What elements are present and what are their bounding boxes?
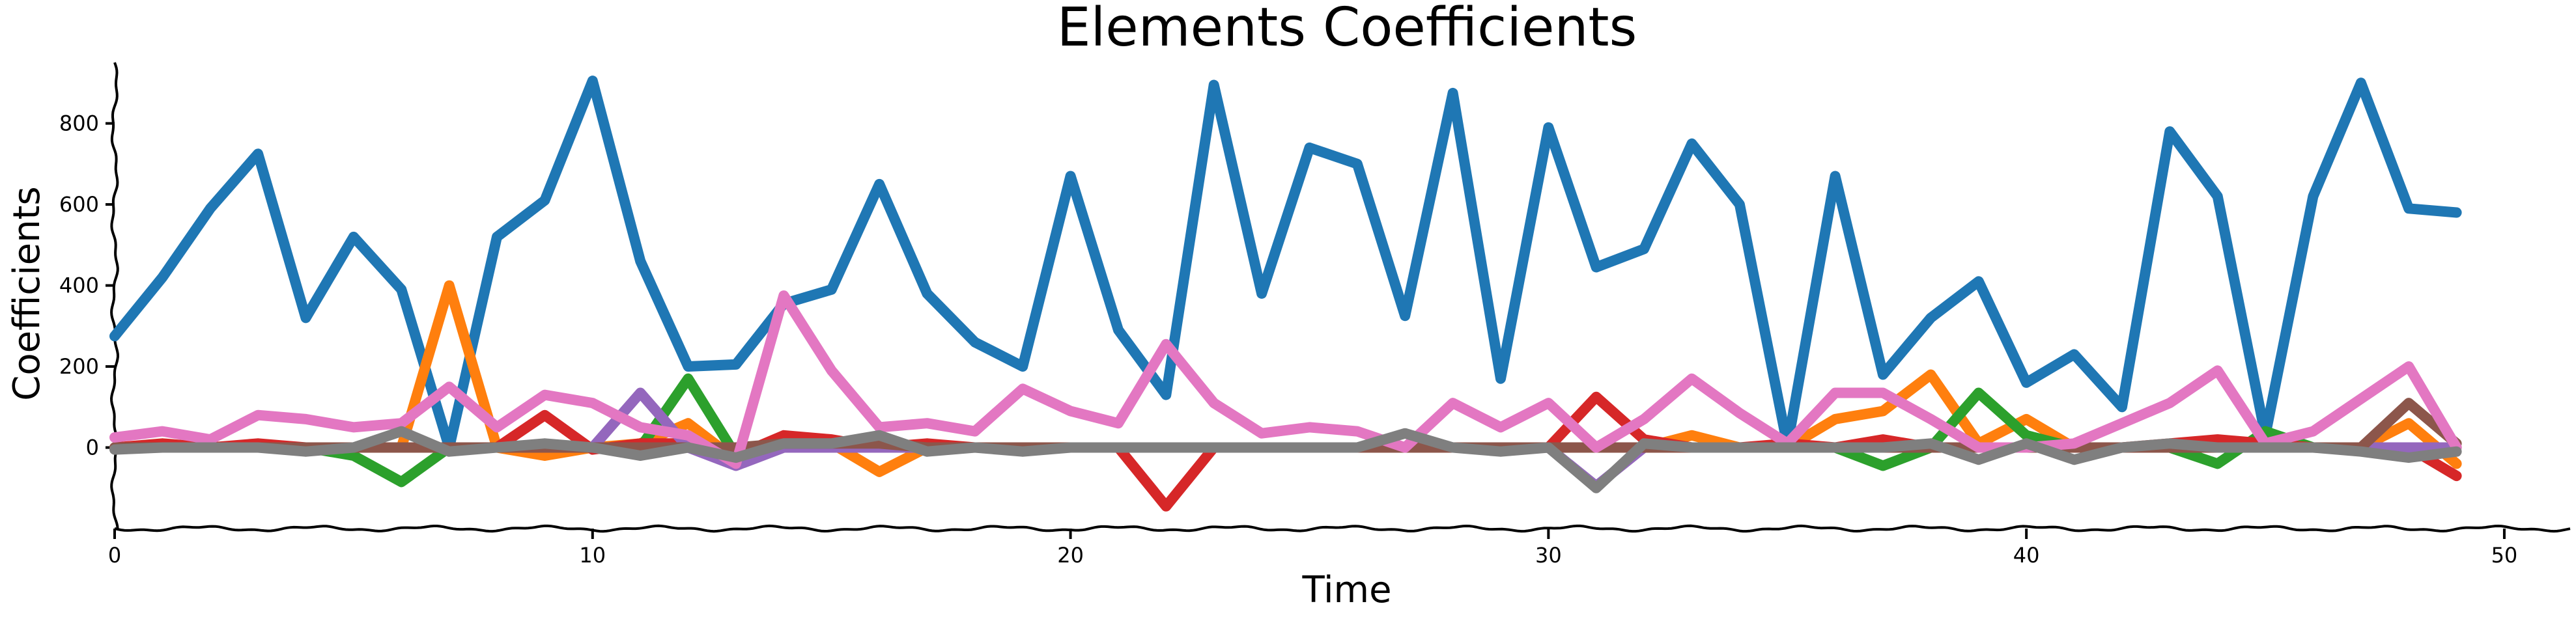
x-tick-label: 30	[1535, 543, 1562, 568]
y-axis-line	[109, 62, 120, 529]
y-tick-label: 400	[59, 273, 99, 298]
x-axis-line	[114, 524, 2571, 533]
x-tick-label: 0	[108, 543, 121, 568]
series-line-8	[109, 426, 2462, 493]
y-tick-label: 0	[86, 435, 99, 460]
y-tick-label: 800	[59, 111, 99, 136]
x-tick-label: 40	[2013, 543, 2040, 568]
series-line-1	[109, 76, 2462, 453]
series-lines	[109, 76, 2462, 512]
y-axis-label: Coefficients	[6, 186, 48, 400]
y-tick-label: 200	[59, 354, 99, 379]
chart-title: Elements Coefficients	[1057, 0, 1637, 59]
axes: 0 200 400 600 800 0 10 20 30 40 50	[59, 62, 2571, 568]
y-tick-label: 600	[59, 192, 99, 217]
x-tick-label: 10	[579, 543, 606, 568]
x-tick-label: 20	[1057, 543, 1084, 568]
series-line-7	[109, 290, 2462, 469]
x-axis-label: Time	[1301, 569, 1391, 611]
x-tick-label: 50	[2491, 543, 2518, 568]
